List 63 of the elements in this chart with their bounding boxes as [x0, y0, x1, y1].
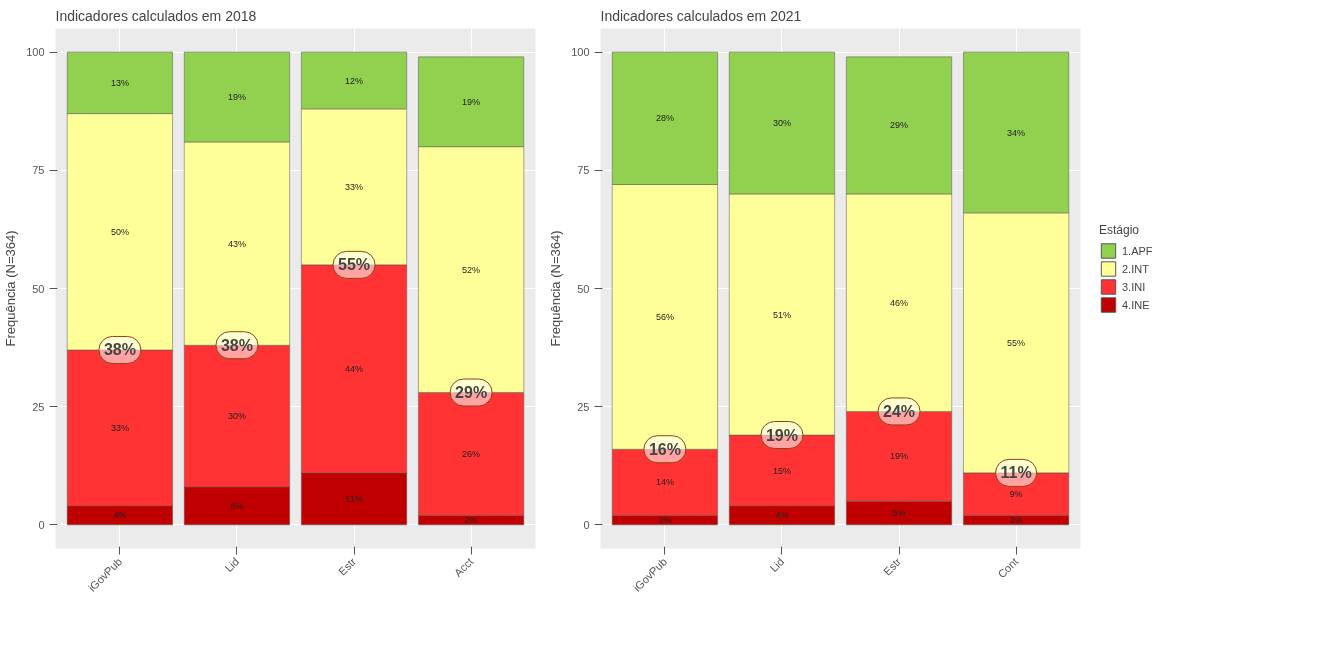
data-label: 50% [110, 226, 129, 237]
data-label: 2% [1009, 515, 1023, 526]
data-label: 29% [890, 120, 909, 131]
data-label: 15% [772, 465, 791, 476]
data-label: 12% [345, 75, 364, 86]
legend-label: 2.INT [1122, 262, 1150, 275]
annotation: 55% [338, 256, 371, 274]
data-label: 34% [1007, 127, 1026, 138]
annotation: 24% [883, 402, 916, 420]
data-label: 55% [1007, 337, 1026, 348]
legend-title: Estágio [1099, 222, 1141, 237]
data-label: 19% [462, 96, 481, 107]
y-tick-label: 25 [577, 400, 590, 413]
y-tick-label: 75 [577, 164, 590, 177]
data-label: 19% [890, 451, 909, 462]
y-axis-title: Frequência (N=364) [3, 230, 19, 347]
chart-title: Indicadores calculados em 2021 [600, 7, 802, 24]
data-label: 28% [655, 113, 674, 124]
data-label: 33% [345, 181, 364, 192]
chart-title: Indicadores calculados em 2018 [55, 7, 257, 24]
y-tick-label: 100 [26, 46, 45, 59]
annotation: 16% [648, 440, 681, 458]
annotation: 38% [103, 341, 136, 359]
data-label: 30% [227, 411, 246, 422]
y-tick-label: 100 [571, 46, 590, 59]
data-label: 5% [892, 508, 906, 519]
data-label: 30% [772, 118, 791, 129]
data-label: 44% [345, 363, 364, 374]
annotation: 19% [765, 426, 798, 444]
data-label: 26% [462, 448, 481, 459]
data-label: 2% [464, 515, 478, 526]
y-tick-label: 75 [32, 164, 45, 177]
annotation: 29% [455, 384, 488, 401]
x-tick-label: Estr [880, 555, 904, 578]
data-label: 51% [772, 309, 791, 320]
data-label: 11% [345, 493, 363, 504]
data-label: 52% [462, 264, 481, 275]
x-tick-label: Estr [335, 555, 359, 578]
data-label: 4% [775, 510, 789, 521]
data-label: 4% [113, 510, 127, 521]
data-label: 9% [1009, 489, 1023, 500]
data-label: 46% [890, 297, 909, 308]
annotation: 11% [1000, 464, 1032, 482]
data-label: 8% [230, 500, 244, 511]
y-tick-label: 25 [32, 400, 45, 413]
data-label: 2% [658, 515, 672, 526]
y-tick-label: 0 [583, 518, 590, 531]
x-tick-label: Lid [222, 555, 242, 575]
y-tick-label: 50 [577, 282, 590, 295]
y-tick-label: 0 [38, 518, 45, 531]
legend-label: 1.APF [1122, 244, 1154, 257]
annotation: 38% [220, 336, 253, 354]
legend-label: 3.INI [1122, 280, 1147, 293]
data-label: 43% [227, 238, 246, 249]
y-tick-label: 50 [32, 282, 45, 295]
data-label: 14% [655, 477, 674, 488]
data-label: 13% [110, 77, 129, 88]
data-label: 33% [110, 422, 129, 433]
x-tick-label: Lid [767, 555, 787, 575]
data-label: 56% [655, 311, 674, 322]
data-label: 19% [227, 92, 246, 103]
y-axis-title: Frequência (N=364) [548, 230, 564, 347]
legend-label: 4.INE [1122, 298, 1151, 311]
